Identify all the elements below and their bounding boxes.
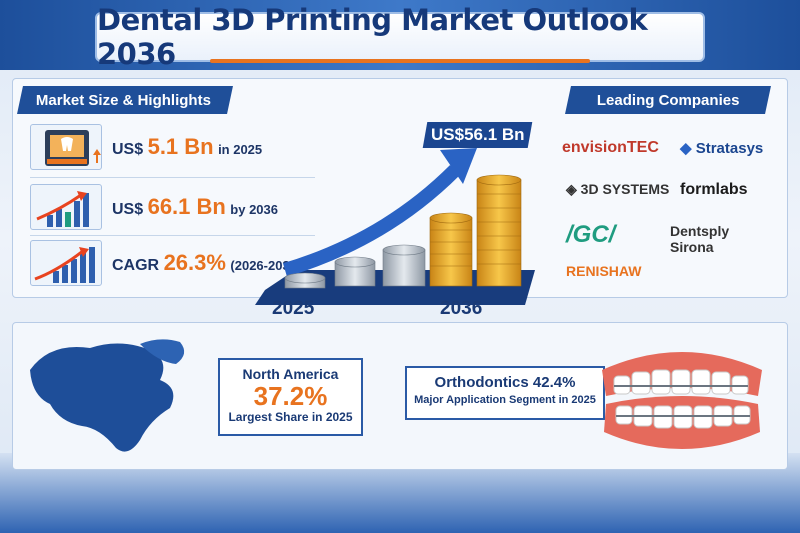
logo-gc-text: GC bbox=[572, 221, 609, 248]
logo-3d-systems-text: 3D SYSTEMS bbox=[580, 181, 670, 197]
metric-3-prefix: CAGR bbox=[112, 257, 160, 274]
title-underline bbox=[210, 59, 590, 63]
leading-companies-heading: Leading Companies bbox=[565, 86, 771, 114]
year-label-start: 2025 bbox=[272, 298, 315, 319]
metric-cagr: CAGR 26.3% (2026-2036) bbox=[30, 238, 310, 288]
cagr-chart-icon bbox=[30, 240, 102, 286]
title-banner: Dental 3D Printing Market Outlook 2036 bbox=[95, 3, 705, 71]
application-heading: Orthodontics 42.4% bbox=[407, 374, 603, 391]
metric-divider bbox=[30, 177, 315, 178]
metric-2-prefix: US$ bbox=[112, 201, 144, 218]
north-america-callout: North America 37.2% Largest Share in 202… bbox=[218, 358, 363, 436]
application-note: Major Application Segment in 2025 bbox=[414, 394, 596, 406]
coin-growth-illustration bbox=[245, 110, 545, 325]
year-label-end: 2036 bbox=[440, 298, 483, 319]
region-share: 37.2% bbox=[253, 381, 328, 411]
metric-1-value: 5.1 Bn bbox=[147, 134, 214, 159]
forecast-value-badge: US$56.1 Bn bbox=[422, 122, 533, 148]
3d-systems-mark-icon: ◈ bbox=[566, 181, 577, 197]
leading-companies-heading-text: Leading Companies bbox=[596, 91, 740, 109]
north-america-map bbox=[20, 330, 220, 475]
logo-stratasys-text: Stratasys bbox=[695, 140, 764, 157]
metric-1-suffix: in 2025 bbox=[218, 142, 263, 157]
metric-divider bbox=[30, 235, 315, 236]
logo-gc-slash-icon: / bbox=[608, 221, 616, 248]
stratasys-mark-icon: ◆ bbox=[680, 140, 692, 157]
braces-teeth-illustration bbox=[592, 340, 772, 465]
application-name: Orthodontics bbox=[434, 374, 529, 391]
market-size-heading-text: Market Size & Highlights bbox=[36, 91, 212, 109]
page-title: Dental 3D Printing Market Outlook 2036 bbox=[97, 3, 648, 71]
metric-2-value: 66.1 Bn bbox=[147, 194, 226, 219]
logo-gc: /GC/ bbox=[566, 221, 615, 249]
orthodontics-callout: Orthodontics 42.4% Major Application Seg… bbox=[405, 366, 605, 420]
application-share: 42.4% bbox=[532, 374, 576, 391]
metric-2-suffix: by 2036 bbox=[230, 202, 278, 217]
market-size-heading: Market Size & Highlights bbox=[17, 86, 233, 114]
3d-printer-icon bbox=[30, 124, 102, 170]
metric-1-prefix: US$ bbox=[112, 141, 144, 158]
metric-market-size-2036: US$ 66.1 Bn by 2036 bbox=[30, 182, 310, 232]
logo-dentsply-sirona: Dentsply Sirona bbox=[670, 223, 730, 255]
logo-formlabs: formlabs bbox=[680, 181, 748, 198]
company-logo-grid: envisionTEC ◆ Stratasys ◈ 3D SYSTEMS for… bbox=[562, 125, 780, 285]
metric-3-value: 26.3% bbox=[163, 250, 226, 275]
logo-3d-systems: ◈ 3D SYSTEMS bbox=[566, 181, 669, 198]
region-note: Largest Share in 2025 bbox=[228, 410, 353, 424]
logo-renishaw: RENISHAW bbox=[566, 263, 642, 279]
forecast-value-text: US$56.1 Bn bbox=[430, 125, 525, 144]
logo-gc-slash-icon: / bbox=[566, 221, 573, 248]
logo-envisiontec: envisionTEC bbox=[562, 139, 659, 156]
metric-market-size-2025: US$ 5.1 Bn in 2025 bbox=[30, 122, 310, 172]
region-name: North America bbox=[242, 366, 339, 382]
growth-chart-icon bbox=[30, 184, 102, 230]
metric-3-suffix: (2026-2036) bbox=[230, 258, 302, 273]
logo-stratasys: ◆ Stratasys bbox=[680, 139, 763, 157]
